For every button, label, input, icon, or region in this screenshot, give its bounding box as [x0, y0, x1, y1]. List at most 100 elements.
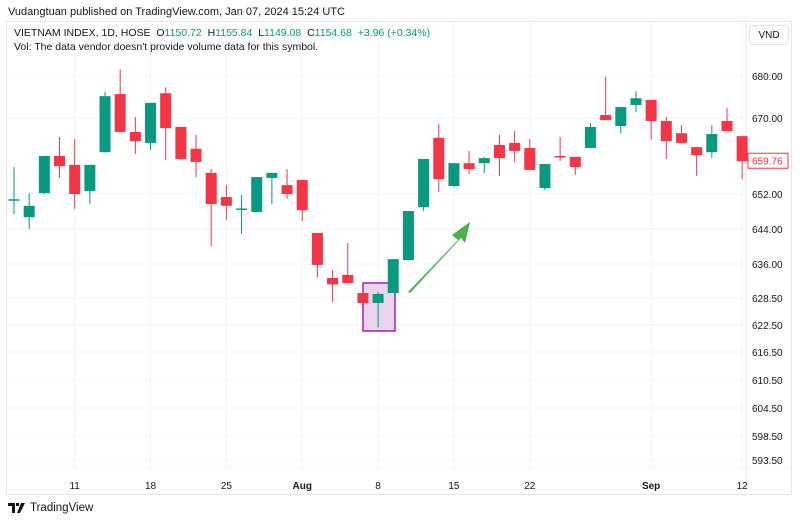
- time-tick-label: 15: [448, 481, 460, 492]
- time-tick-label: Sep: [642, 481, 660, 492]
- candle-body: [114, 94, 126, 132]
- candle-body: [357, 293, 369, 303]
- candle-body: [493, 145, 505, 159]
- price-tick-label: 636.00: [752, 260, 783, 271]
- low-value: 1149.08: [264, 27, 302, 39]
- candle: [478, 156, 490, 173]
- last-price-box: [747, 152, 789, 169]
- candle: [84, 164, 96, 205]
- volume-note: Vol: The data vendor doesn't provide vol…: [14, 41, 319, 53]
- low-label: L: [258, 27, 265, 39]
- candle-body: [99, 96, 111, 153]
- price-tick-label: 680.00: [752, 72, 783, 83]
- candle-body: [236, 208, 248, 210]
- candle-body: [23, 205, 35, 218]
- price-tick-label: 598.50: [752, 432, 783, 443]
- candle: [129, 117, 141, 154]
- candle: [266, 172, 278, 205]
- price-tick-label: 604.50: [752, 404, 783, 415]
- candle: [493, 134, 505, 176]
- trend-arrow: [408, 222, 470, 293]
- price-tick-label: 622.50: [752, 321, 783, 332]
- candle-body: [691, 147, 703, 156]
- last-price-label: 659.76: [752, 157, 783, 168]
- candle-body: [145, 102, 157, 143]
- grid: [7, 22, 792, 494]
- candle-body: [281, 185, 293, 194]
- candle: [615, 107, 627, 134]
- candle-body: [342, 274, 354, 284]
- candle: [8, 166, 20, 215]
- candle: [175, 126, 187, 159]
- brand-label: TradingView: [30, 502, 94, 514]
- candle: [569, 156, 581, 175]
- candle: [706, 125, 718, 159]
- candle: [433, 123, 445, 192]
- candle: [660, 117, 672, 159]
- time-tick-label: 8: [375, 481, 381, 492]
- symbol-title: VIETNAM INDEX, 1D, HOSE: [14, 27, 151, 39]
- candle-body: [402, 211, 414, 261]
- candle: [236, 194, 248, 234]
- candle-body: [706, 134, 718, 153]
- candle-body: [296, 180, 308, 211]
- candle: [342, 243, 354, 284]
- candle-body: [327, 278, 339, 285]
- time-tick-label: 11: [69, 481, 80, 492]
- candle: [99, 91, 111, 153]
- candle-body: [509, 142, 521, 151]
- candle: [114, 69, 126, 132]
- arrow-shape: [408, 222, 470, 293]
- candle-body: [266, 172, 278, 178]
- candle-body: [584, 126, 596, 148]
- tradingview-logo-icon: [8, 503, 25, 513]
- price-tick-label: 652.00: [752, 190, 783, 201]
- candle-body: [736, 136, 748, 162]
- candle: [38, 156, 50, 194]
- candle: [387, 259, 399, 294]
- candle-body: [38, 156, 50, 194]
- candle-body: [645, 99, 657, 121]
- candle: [54, 137, 66, 178]
- candle-body: [372, 293, 384, 303]
- candle-body: [675, 133, 687, 143]
- candle: [554, 137, 566, 162]
- candle-body: [205, 172, 217, 205]
- time-tick-label: 12: [737, 481, 749, 492]
- candle-body: [539, 164, 551, 189]
- candle: [402, 211, 414, 261]
- candle: [721, 107, 733, 132]
- time-tick-label: 18: [145, 481, 157, 492]
- currency-button[interactable]: VND: [749, 25, 789, 45]
- candle: [463, 150, 475, 175]
- candle: [145, 102, 157, 151]
- candle-body: [448, 163, 460, 186]
- time-tick-label: 25: [221, 481, 233, 492]
- candle: [205, 169, 217, 247]
- time-axis: 11 18 25 Aug 8 15 22 Sep 12: [69, 481, 748, 492]
- candle-body: [615, 107, 627, 127]
- tradingview-brand[interactable]: TradingView: [8, 502, 93, 514]
- candle-body: [660, 120, 672, 142]
- candle: [160, 87, 172, 161]
- high-value: 1155.84: [215, 27, 253, 39]
- symbol-legend: VIETNAM INDEX, 1D, HOSE O1150.72 H1155.8…: [14, 26, 430, 54]
- price-axis: 680.00 670.00 652.00 644.00 636.00 628.50 622.…: [747, 72, 789, 467]
- candle-body: [569, 156, 581, 167]
- candle: [281, 169, 293, 199]
- candle: [630, 91, 642, 113]
- time-tick-label: Aug: [293, 481, 312, 492]
- price-tick-label: 616.50: [752, 348, 783, 359]
- candle: [675, 125, 687, 143]
- candle: [584, 123, 596, 148]
- candle-body: [433, 137, 445, 180]
- candle-body: [418, 158, 430, 208]
- candle: [311, 232, 323, 278]
- candle: [539, 164, 551, 191]
- candle-body: [251, 177, 263, 212]
- candle: [296, 180, 308, 222]
- candle-body: [190, 148, 202, 162]
- chart-frame: [6, 21, 792, 495]
- price-tick-label: 670.00: [752, 114, 783, 125]
